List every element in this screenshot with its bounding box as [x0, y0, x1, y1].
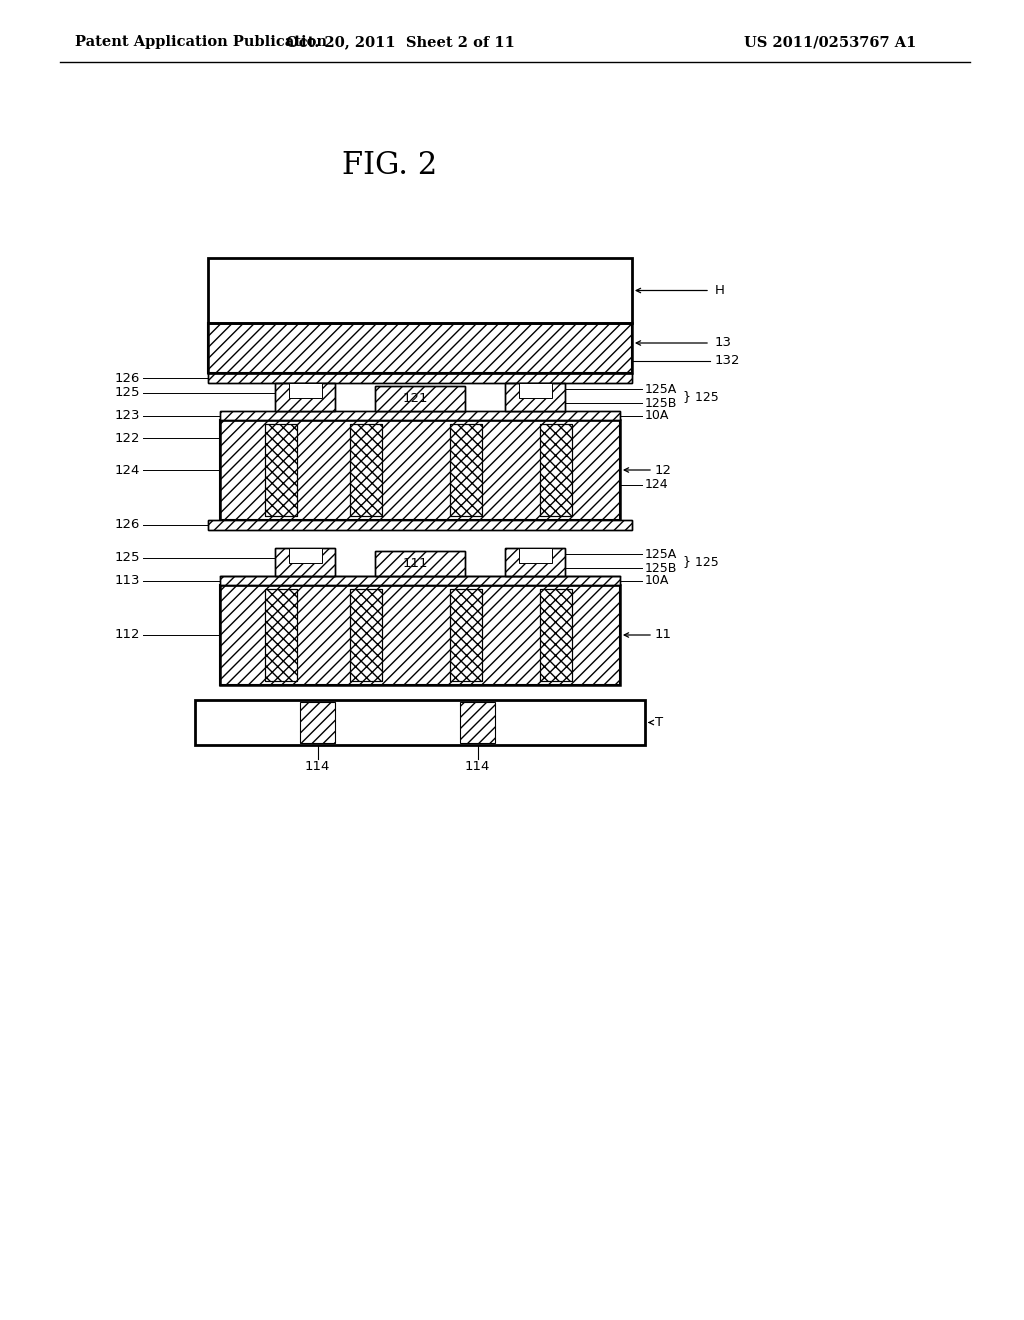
Bar [289, 548, 322, 564]
Bar [375, 550, 465, 576]
Bar [350, 589, 382, 681]
Bar [208, 374, 632, 383]
Text: } 125: } 125 [683, 389, 719, 403]
Bar [275, 548, 335, 576]
Bar [518, 548, 552, 564]
Bar [505, 548, 565, 576]
Bar [450, 589, 482, 681]
Bar [220, 411, 620, 420]
Text: 126: 126 [115, 371, 140, 384]
Bar [350, 424, 382, 516]
Text: FIG. 2: FIG. 2 [342, 149, 437, 181]
Bar [540, 424, 572, 516]
Bar [220, 420, 620, 520]
Text: 122: 122 [115, 432, 140, 445]
Bar [375, 385, 465, 411]
Bar [450, 424, 482, 516]
Bar [208, 520, 632, 531]
Bar [208, 323, 632, 374]
Bar [540, 589, 572, 681]
Text: 125: 125 [115, 387, 140, 399]
Bar [289, 383, 322, 399]
Text: 126: 126 [115, 519, 140, 532]
Bar [195, 700, 645, 744]
Text: Patent Application Publication: Patent Application Publication [75, 36, 327, 49]
Bar [275, 383, 335, 411]
Text: 121: 121 [402, 392, 428, 405]
Bar [505, 383, 565, 411]
Text: T: T [655, 715, 664, 729]
Bar [275, 383, 335, 411]
Text: 125A: 125A [645, 548, 677, 561]
Text: US 2011/0253767 A1: US 2011/0253767 A1 [743, 36, 916, 49]
Text: 125B: 125B [645, 396, 677, 409]
Text: 125A: 125A [645, 383, 677, 396]
Bar [220, 576, 620, 585]
Bar [375, 550, 465, 576]
Bar [220, 585, 620, 685]
Bar [275, 548, 335, 576]
Bar [220, 411, 620, 420]
Bar [265, 589, 297, 681]
Bar [505, 383, 565, 411]
Text: 125: 125 [115, 552, 140, 565]
Text: 125B: 125B [645, 562, 677, 574]
Bar [208, 374, 632, 383]
Bar [208, 257, 632, 323]
Text: 123: 123 [115, 409, 140, 422]
Bar [265, 589, 297, 681]
Bar [460, 702, 495, 743]
Text: 124: 124 [115, 463, 140, 477]
Text: 113: 113 [115, 574, 140, 587]
Bar [350, 589, 382, 681]
Text: } 125: } 125 [683, 554, 719, 568]
Text: 11: 11 [655, 628, 672, 642]
Bar [265, 424, 297, 516]
Text: 12: 12 [655, 463, 672, 477]
Text: 124: 124 [645, 479, 669, 491]
Bar [450, 424, 482, 516]
Text: 112: 112 [115, 628, 140, 642]
Bar [208, 323, 632, 374]
Text: 114: 114 [305, 760, 330, 774]
Bar [375, 385, 465, 411]
Bar [518, 383, 552, 399]
Bar [540, 589, 572, 681]
Bar [540, 424, 572, 516]
Text: H: H [715, 284, 725, 297]
Text: 10A: 10A [645, 574, 670, 587]
Text: Oct. 20, 2011  Sheet 2 of 11: Oct. 20, 2011 Sheet 2 of 11 [286, 36, 514, 49]
Text: 114: 114 [465, 760, 490, 774]
Bar [208, 520, 632, 531]
Bar [300, 702, 335, 743]
Bar [505, 548, 565, 576]
Bar [220, 585, 620, 685]
Text: 13: 13 [715, 337, 732, 350]
Text: 111: 111 [402, 557, 428, 570]
Bar [220, 576, 620, 585]
Bar [220, 420, 620, 520]
Text: 132: 132 [715, 354, 740, 367]
Bar [265, 424, 297, 516]
Text: 10A: 10A [645, 409, 670, 422]
Bar [450, 589, 482, 681]
Bar [350, 424, 382, 516]
